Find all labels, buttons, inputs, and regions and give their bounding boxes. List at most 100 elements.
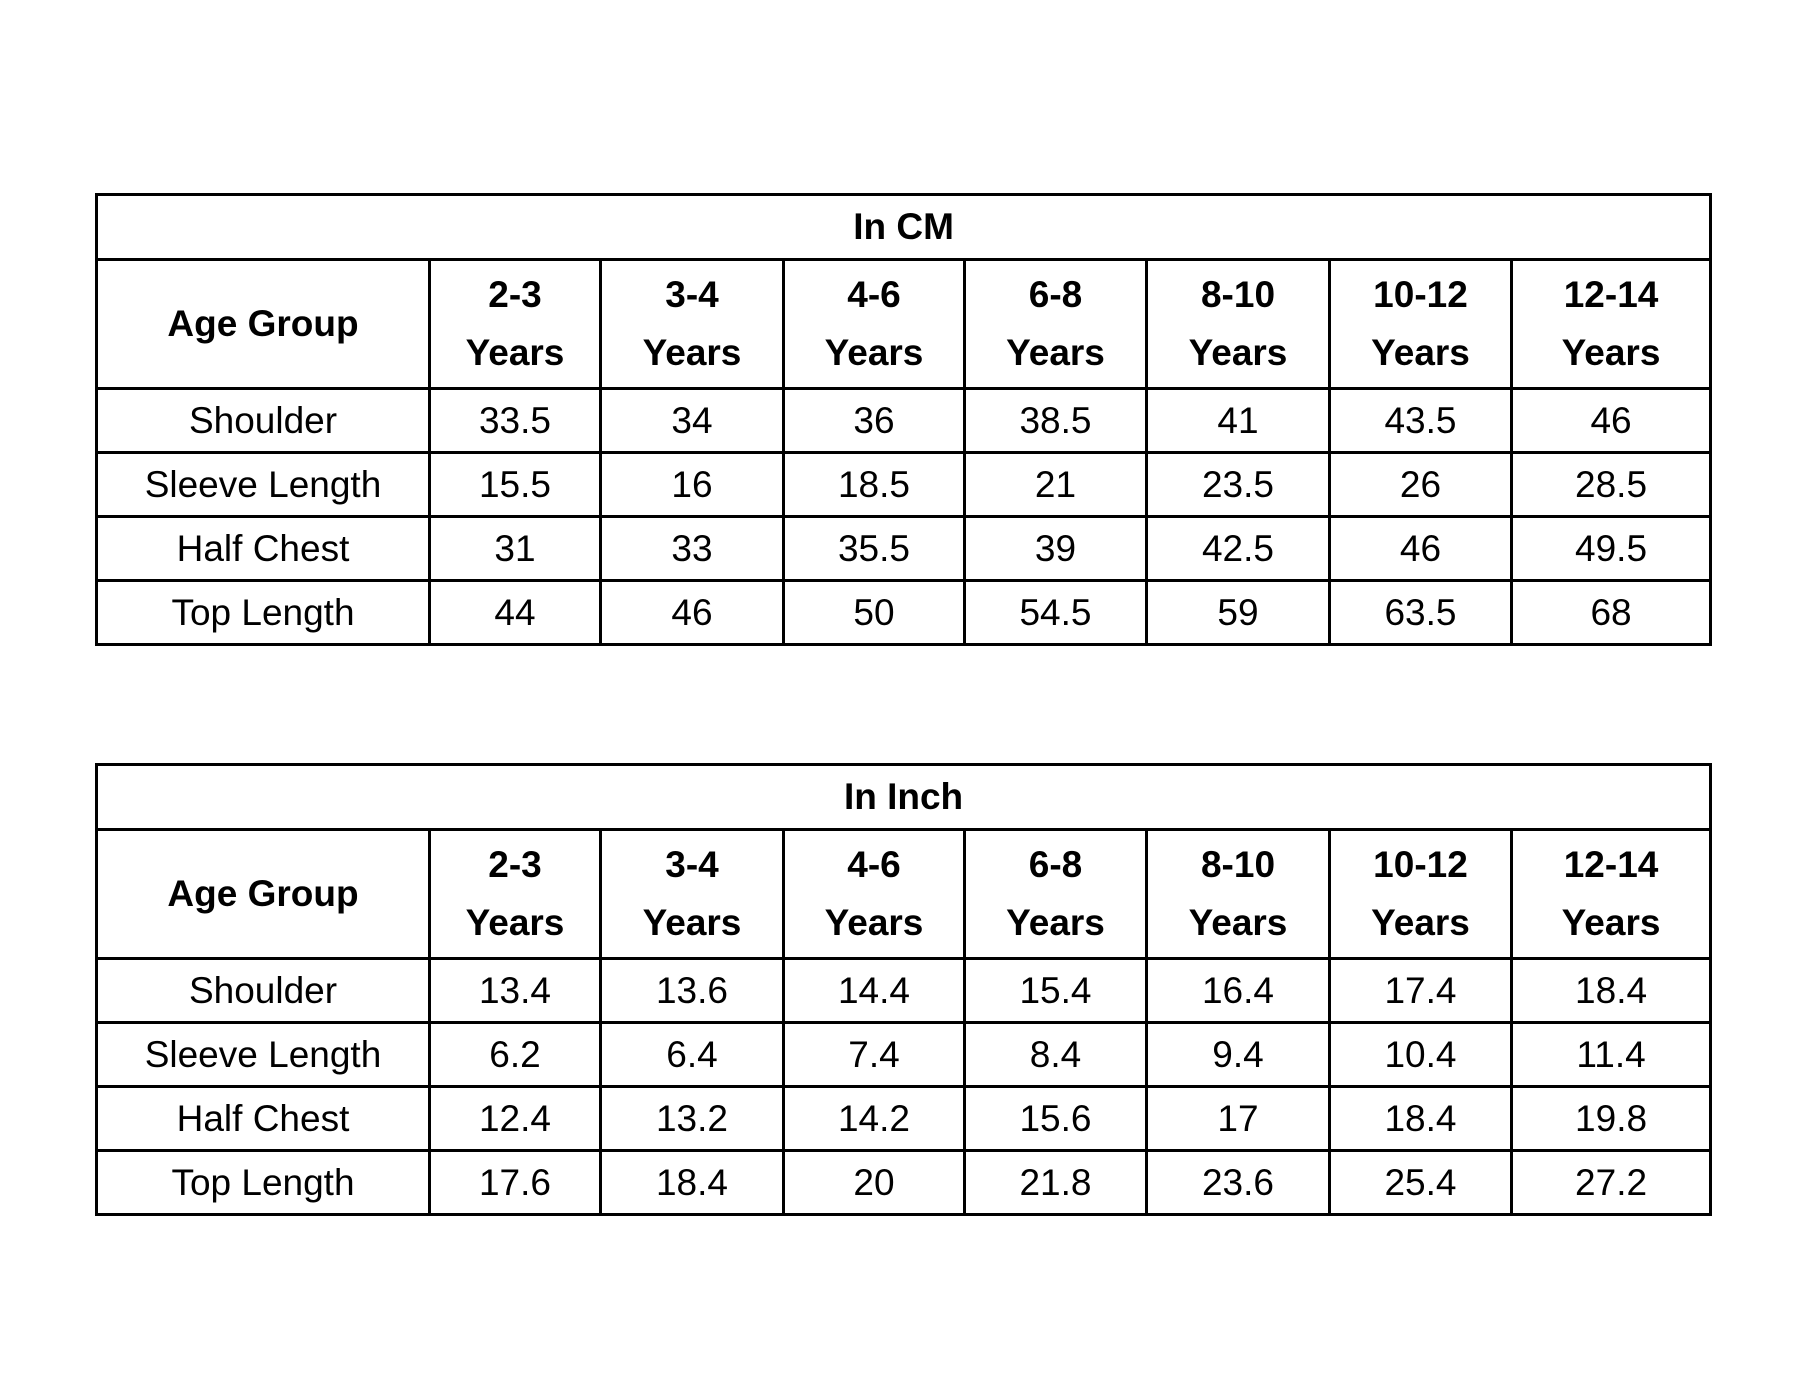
title-row: In CM <box>94 193 1713 261</box>
size-table: In CM Age Group 2-3 Years 3-4 Years 4-6 Years 6-… <box>94 193 1713 646</box>
cell-value: 16.4 <box>1145 957 1331 1024</box>
age-header: 3-4 Years <box>599 258 785 390</box>
cell-value: 68 <box>1509 579 1713 646</box>
age-header-line: 6-8 <box>1028 274 1083 315</box>
cell-value: 25.4 <box>1328 1149 1513 1216</box>
cell-value: 17 <box>1145 1085 1331 1152</box>
cell-value: 54.5 <box>963 579 1148 646</box>
cell-value: 27.2 <box>1509 1149 1713 1216</box>
header-row: Age Group 2-3 Years 3-4 Years 4-6 Years 6-8 Year… <box>95 828 1713 960</box>
age-header-line: Years <box>465 332 565 373</box>
age-header-line: 10-12 <box>1373 844 1468 885</box>
age-header: 6-8 Years <box>963 258 1148 390</box>
age-header: 10-12 Years <box>1328 828 1513 960</box>
row-label: Shoulder <box>95 957 431 1024</box>
cell-value: 31 <box>428 515 602 582</box>
data-row: Sleeve Length 6.2 6.4 7.4 8.4 9.4 10.4 11.4 <box>95 1021 1713 1088</box>
data-row: Shoulder 13.4 13.6 14.4 15.4 16.4 17.4 18.4 <box>95 957 1713 1024</box>
row-label: Top Length <box>95 579 431 646</box>
row-label: Sleeve Length <box>95 451 431 518</box>
table-title: In Inch <box>94 763 1713 831</box>
cell-value: 49.5 <box>1509 515 1713 582</box>
title-row: In Inch <box>94 763 1713 831</box>
cell-value: 7.4 <box>782 1021 966 1088</box>
cell-value: 14.2 <box>782 1085 966 1152</box>
cell-value: 21.8 <box>963 1149 1148 1216</box>
cell-value: 9.4 <box>1145 1021 1331 1088</box>
cell-value: 50 <box>782 579 966 646</box>
cell-value: 15.4 <box>963 957 1148 1024</box>
table-title: In CM <box>94 193 1713 261</box>
cell-value: 44 <box>428 579 602 646</box>
age-header: 2-3 Years <box>428 258 602 390</box>
cell-value: 33 <box>599 515 785 582</box>
data-row: Sleeve Length 15.5 16 18.5 21 23.5 26 28.5 <box>95 451 1713 518</box>
age-header-line: Years <box>1006 902 1105 943</box>
age-header: 2-3 Years <box>428 828 602 960</box>
cell-value: 11.4 <box>1509 1021 1713 1088</box>
age-header-line: Years <box>1006 332 1105 373</box>
cell-value: 59 <box>1145 579 1331 646</box>
cell-value: 28.5 <box>1509 451 1713 518</box>
age-header-line: 3-4 <box>665 844 719 885</box>
age-header: 3-4 Years <box>599 828 785 960</box>
age-header-line: 3-4 <box>665 274 719 315</box>
cell-value: 21 <box>963 451 1148 518</box>
cell-value: 18.4 <box>1328 1085 1513 1152</box>
cell-value: 26 <box>1328 451 1513 518</box>
cell-value: 16 <box>599 451 785 518</box>
row-label: Half Chest <box>95 1085 431 1152</box>
age-header-line: 12-14 <box>1563 844 1659 885</box>
cell-value: 36 <box>782 387 966 454</box>
cell-value: 33.5 <box>428 387 602 454</box>
age-header-line: Years <box>824 902 924 943</box>
age-header: 6-8 Years <box>963 828 1148 960</box>
size-table: In Inch Age Group 2-3 Years 3-4 Years 4-6 Years… <box>94 763 1713 1216</box>
age-header-line: Years <box>1561 332 1661 373</box>
age-header-line: Years <box>824 332 924 373</box>
cell-value: 34 <box>599 387 785 454</box>
row-label: Half Chest <box>95 515 431 582</box>
cell-value: 38.5 <box>963 387 1148 454</box>
age-header-line: Years <box>1188 902 1288 943</box>
cell-value: 18.4 <box>599 1149 785 1216</box>
cell-value: 46 <box>599 579 785 646</box>
age-header: 12-14 Years <box>1509 258 1713 390</box>
cell-value: 6.4 <box>599 1021 785 1088</box>
age-header-line: Years <box>1371 902 1470 943</box>
cell-value: 42.5 <box>1145 515 1331 582</box>
cell-value: 8.4 <box>963 1021 1148 1088</box>
age-header-line: 2-3 <box>488 274 542 315</box>
cell-value: 43.5 <box>1328 387 1513 454</box>
cell-value: 14.4 <box>782 957 966 1024</box>
age-header-line: Years <box>1371 332 1470 373</box>
age-header: 10-12 Years <box>1328 258 1513 390</box>
age-header-line: 4-6 <box>847 844 901 885</box>
cell-value: 13.4 <box>428 957 602 1024</box>
age-header: 4-6 Years <box>782 258 966 390</box>
age-header-line: Years <box>642 902 742 943</box>
cell-value: 6.2 <box>428 1021 602 1088</box>
age-header: 8-10 Years <box>1145 258 1331 390</box>
age-header: 4-6 Years <box>782 828 966 960</box>
data-row: Top Length 17.6 18.4 20 21.8 23.6 25.4 27.2 <box>95 1149 1713 1216</box>
cell-value: 35.5 <box>782 515 966 582</box>
cell-value: 46 <box>1509 387 1713 454</box>
age-header-line: Years <box>642 332 742 373</box>
cell-value: 23.5 <box>1145 451 1331 518</box>
data-row: Half Chest 12.4 13.2 14.2 15.6 17 18.4 19.8 <box>95 1085 1713 1152</box>
age-header-line: 10-12 <box>1373 274 1468 315</box>
cell-value: 18.4 <box>1509 957 1713 1024</box>
age-header-line: 12-14 <box>1563 274 1659 315</box>
age-header-line: 8-10 <box>1200 274 1276 315</box>
cell-value: 41 <box>1145 387 1331 454</box>
cell-value: 19.8 <box>1509 1085 1713 1152</box>
cell-value: 15.6 <box>963 1085 1148 1152</box>
cell-value: 18.5 <box>782 451 966 518</box>
cell-value: 17.6 <box>428 1149 602 1216</box>
age-header: 8-10 Years <box>1145 828 1331 960</box>
age-header-line: Years <box>465 902 565 943</box>
cell-value: 13.6 <box>599 957 785 1024</box>
cell-value: 15.5 <box>428 451 602 518</box>
